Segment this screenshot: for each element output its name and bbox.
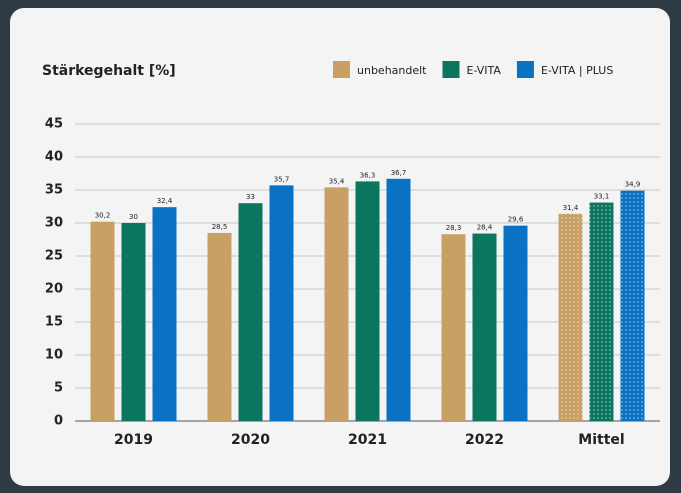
x-tick-label: 2021 bbox=[348, 432, 387, 448]
y-tick-label: 20 bbox=[45, 282, 63, 297]
y-tick-label: 15 bbox=[45, 315, 63, 330]
bar bbox=[207, 232, 232, 421]
value-label: 31,4 bbox=[563, 204, 579, 212]
value-label: 33,1 bbox=[594, 193, 610, 201]
value-label: 30,2 bbox=[95, 212, 111, 220]
bar bbox=[269, 185, 294, 421]
bar bbox=[238, 203, 263, 421]
y-tick-label: 30 bbox=[45, 216, 63, 231]
bar bbox=[620, 190, 645, 421]
value-label: 35,7 bbox=[274, 175, 290, 183]
value-label: 32,4 bbox=[157, 197, 173, 205]
bar bbox=[324, 187, 349, 421]
bar bbox=[152, 207, 177, 421]
bar bbox=[472, 233, 497, 421]
value-label: 28,3 bbox=[446, 224, 462, 232]
bar bbox=[589, 202, 614, 421]
y-tick-label: 45 bbox=[45, 117, 63, 132]
value-label: 28,4 bbox=[477, 224, 493, 232]
value-label: 36,7 bbox=[391, 169, 407, 177]
legend-label: unbehandelt bbox=[357, 64, 427, 77]
x-tick-label: 2020 bbox=[231, 432, 270, 448]
legend-label: E-VITA bbox=[467, 64, 502, 77]
bar bbox=[386, 178, 411, 421]
value-label: 35,4 bbox=[329, 177, 345, 185]
bar bbox=[441, 234, 466, 421]
x-tick-label: 2022 bbox=[465, 432, 504, 448]
legend-swatch bbox=[442, 61, 460, 78]
value-label: 30 bbox=[129, 213, 138, 221]
bar bbox=[90, 221, 115, 421]
bar bbox=[121, 223, 146, 421]
legend-swatch bbox=[516, 61, 534, 78]
y-tick-label: 5 bbox=[54, 381, 63, 396]
value-label: 34,9 bbox=[625, 181, 641, 189]
legend-swatch bbox=[333, 61, 350, 78]
y-tick-label: 40 bbox=[45, 150, 63, 165]
legend-label: E-VITA | PLUS bbox=[541, 64, 613, 77]
chart-title: Stärkegehalt [%] bbox=[42, 63, 176, 79]
value-label: 29,6 bbox=[508, 216, 524, 224]
bar bbox=[558, 213, 583, 421]
y-tick-label: 35 bbox=[45, 183, 63, 198]
x-tick-label: 2019 bbox=[114, 432, 153, 448]
value-label: 28,5 bbox=[212, 223, 228, 231]
x-tick-label: Mittel bbox=[578, 432, 624, 448]
value-label: 36,3 bbox=[360, 171, 376, 179]
bar bbox=[503, 225, 528, 421]
y-tick-label: 0 bbox=[54, 414, 63, 429]
y-tick-label: 25 bbox=[45, 249, 63, 264]
value-label: 33 bbox=[246, 193, 255, 201]
y-tick-label: 10 bbox=[45, 348, 63, 363]
bar bbox=[355, 181, 380, 421]
